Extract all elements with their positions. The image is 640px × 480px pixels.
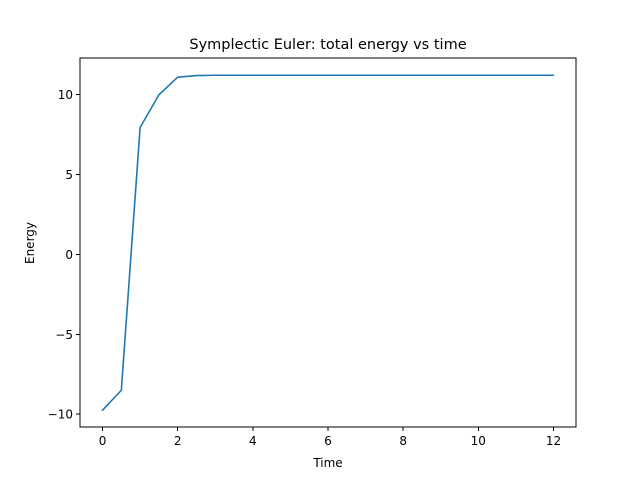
axes-frame [79, 57, 577, 428]
energy-series-line [101, 74, 555, 412]
x-tick-label: 6 [324, 434, 332, 448]
y-tick-label: −10 [48, 408, 73, 422]
y-axis-label: Energy [23, 222, 37, 264]
x-tick-label: 12 [546, 434, 561, 448]
x-tick-label: 10 [471, 434, 486, 448]
x-tick-label: 4 [249, 434, 257, 448]
x-axis-ticks: 0 2 4 6 8 10 12 [99, 427, 561, 448]
y-tick-label: 10 [58, 88, 73, 102]
y-tick-label: 5 [65, 168, 73, 182]
x-tick-label: 2 [174, 434, 182, 448]
y-axis-ticks: −10 −5 0 5 10 [48, 88, 80, 422]
y-tick-label: 0 [65, 248, 73, 262]
x-tick-label: 8 [399, 434, 407, 448]
x-tick-label: 0 [99, 434, 107, 448]
plot-area [101, 74, 555, 412]
chart-title: Symplectic Euler: total energy vs time [189, 37, 466, 53]
y-tick-label: −5 [55, 328, 73, 342]
x-axis-label: Time [312, 456, 342, 470]
